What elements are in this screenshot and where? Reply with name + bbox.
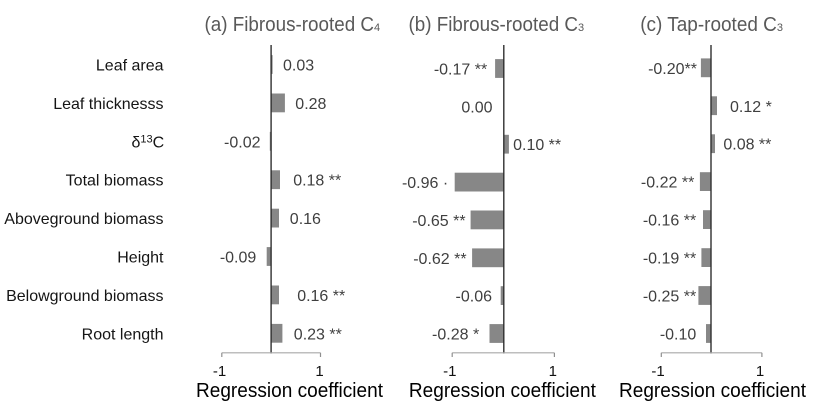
svg-text:Belowground biomass: Belowground biomass bbox=[6, 288, 163, 305]
svg-text:-0.20**: -0.20** bbox=[648, 61, 697, 78]
svg-text:-0.10: -0.10 bbox=[660, 327, 697, 344]
svg-text:-0.02: -0.02 bbox=[224, 134, 261, 151]
svg-text:0.00: 0.00 bbox=[461, 99, 492, 116]
svg-text:Regression coefficient: Regression coefficient bbox=[619, 380, 806, 402]
svg-text:Height: Height bbox=[117, 250, 164, 267]
svg-text:Root length: Root length bbox=[82, 326, 164, 343]
svg-text:-1: -1 bbox=[213, 363, 226, 380]
svg-text:Aboveground biomass: Aboveground biomass bbox=[4, 211, 163, 228]
svg-text:-0.65 **: -0.65 ** bbox=[412, 213, 465, 230]
svg-text:1: 1 bbox=[756, 363, 764, 380]
svg-text:4: 4 bbox=[374, 22, 380, 34]
svg-text:-1: -1 bbox=[443, 363, 456, 380]
svg-text:0.12 *: 0.12 * bbox=[730, 99, 772, 116]
svg-text:-0.28 *: -0.28 * bbox=[432, 327, 479, 344]
svg-text:-0.17 **: -0.17 ** bbox=[434, 62, 487, 79]
svg-text:1: 1 bbox=[549, 363, 557, 380]
svg-text:(b) Fibrous-rooted C: (b) Fibrous-rooted C bbox=[409, 14, 579, 36]
svg-text:-0.62 **: -0.62 ** bbox=[413, 251, 466, 268]
svg-text:Total biomass: Total biomass bbox=[66, 173, 164, 190]
svg-text:0.16 **: 0.16 ** bbox=[297, 288, 345, 305]
svg-text:0.10 **: 0.10 ** bbox=[513, 137, 561, 154]
svg-text:(c) Tap-rooted C: (c) Tap-rooted C bbox=[640, 14, 777, 36]
svg-text:-0.16 **: -0.16 ** bbox=[643, 213, 696, 230]
svg-text:0.03: 0.03 bbox=[283, 58, 314, 75]
svg-text:Regression coefficient: Regression coefficient bbox=[196, 380, 383, 402]
svg-text:(a) Fibrous-rooted C: (a) Fibrous-rooted C bbox=[205, 14, 375, 36]
svg-text:0.08 **: 0.08 ** bbox=[723, 137, 771, 154]
svg-text:-0.96 ·: -0.96 · bbox=[402, 175, 448, 192]
svg-text:3: 3 bbox=[777, 22, 783, 34]
svg-text:Regression coefficient: Regression coefficient bbox=[409, 380, 596, 402]
svg-text:0.28: 0.28 bbox=[295, 96, 326, 113]
svg-text:0.23 **: 0.23 ** bbox=[294, 326, 342, 343]
svg-text:Leaf thicknesss: Leaf thicknesss bbox=[53, 96, 163, 113]
svg-text:3: 3 bbox=[578, 22, 584, 34]
svg-text:Leaf area: Leaf area bbox=[96, 58, 164, 75]
svg-text:-0.06: -0.06 bbox=[456, 289, 493, 306]
svg-text:1: 1 bbox=[315, 363, 323, 380]
svg-text:0.18 **: 0.18 ** bbox=[293, 173, 341, 190]
svg-text:-0.19 **: -0.19 ** bbox=[643, 251, 696, 268]
svg-text:δ13C: δ13C bbox=[132, 133, 165, 151]
svg-text:-0.22 **: -0.22 ** bbox=[641, 175, 694, 192]
svg-text:-1: -1 bbox=[651, 363, 664, 380]
svg-text:-0.25 **: -0.25 ** bbox=[643, 289, 696, 306]
svg-text:-0.09: -0.09 bbox=[220, 250, 257, 267]
svg-text:0.16: 0.16 bbox=[290, 211, 321, 228]
